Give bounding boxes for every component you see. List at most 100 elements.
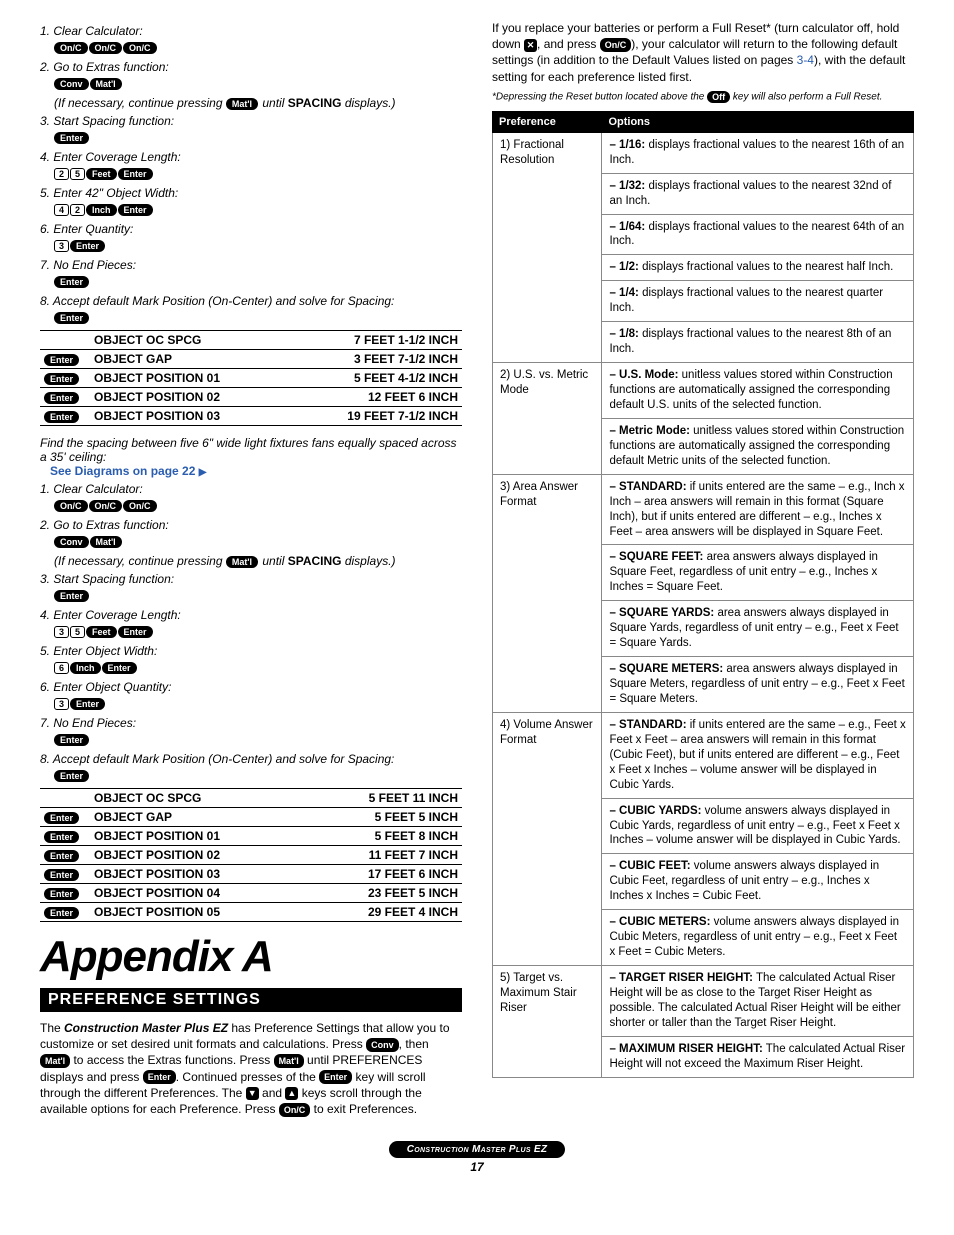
result-label: OBJECT POSITION 02	[90, 846, 305, 865]
pref-option-cell: – 1/16: displays fractional values to th…	[602, 132, 914, 173]
key-icon: Feet	[86, 626, 117, 638]
result-label: OBJECT POSITION 02	[90, 388, 287, 407]
left-column: 1. Clear Calculator:On/COn/COn/C2. Go to…	[40, 20, 462, 1125]
step-keys: Enter	[54, 274, 462, 288]
key-icon: 3	[54, 698, 69, 710]
result-label: OBJECT OC SPCG	[90, 789, 305, 808]
right-column: If you replace your batteries or perform…	[492, 20, 914, 1125]
off-key-icon: Off	[707, 91, 730, 103]
key-icon: Enter	[102, 662, 137, 674]
table-row: EnterOBJECT POSITION 0529 FEET 4 INCH	[40, 903, 462, 922]
pref-option-cell: – MAXIMUM RISER HEIGHT: The calculated A…	[602, 1036, 914, 1077]
table-row: EnterOBJECT POSITION 0211 FEET 7 INCH	[40, 846, 462, 865]
pref-name-cell: 2) U.S. vs. Metric Mode	[493, 363, 602, 475]
key-icon: Enter	[70, 240, 105, 252]
appendix-title: Appendix A	[40, 932, 462, 982]
key-icon: On/C	[89, 42, 123, 54]
step-keys: 35FeetEnter	[54, 624, 462, 638]
step-keys: 42InchEnter	[54, 202, 462, 216]
table-row: EnterOBJECT POSITION 0423 FEET 5 INCH	[40, 884, 462, 903]
step-keys: Enter	[54, 588, 462, 602]
result-value: 5 FEET 4-1/2 INCH	[287, 369, 462, 388]
key-icon: 3	[54, 240, 69, 252]
enter-key-icon: Enter	[143, 1070, 176, 1084]
reset-intro-para: If you replace your batteries or perform…	[492, 20, 914, 85]
pages-link[interactable]: 3-4	[797, 53, 814, 67]
pref-option-cell: – 1/2: displays fractional values to the…	[602, 255, 914, 281]
key-icon: Enter	[54, 734, 89, 746]
result-value: 17 FEET 6 INCH	[305, 865, 462, 884]
table-row: EnterOBJECT POSITION 0212 FEET 6 INCH	[40, 388, 462, 407]
result-value: 7 FEET 1-1/2 INCH	[287, 331, 462, 350]
onc-key-icon: On/C	[279, 1103, 311, 1117]
result-label: OBJECT POSITION 04	[90, 884, 305, 903]
key-icon: Mat'l	[90, 78, 122, 90]
step-item: 8. Accept default Mark Position (On-Cent…	[40, 752, 462, 766]
key-icon: 2	[70, 204, 85, 216]
table-row: 1) Fractional Resolution– 1/16: displays…	[493, 132, 914, 173]
key-icon: 3	[54, 626, 69, 638]
table-row: EnterOBJECT POSITION 015 FEET 8 INCH	[40, 827, 462, 846]
step-item: 2. Go to Extras function:	[40, 60, 462, 74]
pref-option-cell: – SQUARE FEET: area answers always displ…	[602, 545, 914, 601]
pref-option-cell: – CUBIC FEET: volume answers always disp…	[602, 854, 914, 910]
preference-settings-header: PREFERENCE SETTINGS	[40, 988, 462, 1012]
step-item: 6. Enter Object Quantity:	[40, 680, 462, 694]
table-row: EnterOBJECT POSITION 0317 FEET 6 INCH	[40, 865, 462, 884]
pref-option-cell: – TARGET RISER HEIGHT: The calculated Ac…	[602, 966, 914, 1037]
key-icon: 2	[54, 168, 69, 180]
footer-page-number: 17	[40, 1160, 914, 1174]
chevron-right-icon: ▶	[199, 467, 207, 478]
key-icon: Enter	[118, 204, 153, 216]
pref-option-cell: – STANDARD: if units entered are the sam…	[602, 474, 914, 545]
key-icon: Mat'l	[226, 556, 258, 568]
steps-b-list: 1. Clear Calculator:On/COn/COn/C2. Go to…	[40, 482, 462, 782]
pref-option-cell: – 1/8: displays fractional values to the…	[602, 322, 914, 363]
table-row: 4) Volume Answer Format– STANDARD: if un…	[493, 712, 914, 798]
step-note: (If necessary, continue pressing Mat'l u…	[54, 96, 462, 110]
pref-option-cell: – SQUARE YARDS: area answers always disp…	[602, 601, 914, 657]
step-keys: On/COn/COn/C	[54, 498, 462, 512]
result-label: OBJECT POSITION 01	[90, 827, 305, 846]
table-row: EnterOBJECT POSITION 0319 FEET 7-1/2 INC…	[40, 407, 462, 426]
conv-key-icon: Conv	[366, 1038, 399, 1052]
pref-option-cell: – STANDARD: if units entered are the sam…	[602, 712, 914, 798]
pref-option-cell: – CUBIC YARDS: volume answers always dis…	[602, 798, 914, 854]
key-icon: 6	[54, 662, 69, 674]
step-keys: On/COn/COn/C	[54, 40, 462, 54]
key-icon: Enter	[54, 770, 89, 782]
x-key-icon: ✕	[524, 39, 537, 52]
key-icon: Conv	[54, 78, 89, 90]
enter-key-icon: Enter	[44, 888, 79, 900]
table-row: EnterOBJECT POSITION 015 FEET 4-1/2 INCH	[40, 369, 462, 388]
key-icon: 5	[70, 626, 85, 638]
step-item: 1. Clear Calculator:	[40, 482, 462, 496]
table-row: OBJECT OC SPCG7 FEET 1-1/2 INCH	[40, 331, 462, 350]
key-icon: Enter	[118, 626, 153, 638]
result-value: 3 FEET 7-1/2 INCH	[287, 350, 462, 369]
enter-key-icon: Enter	[44, 373, 79, 385]
result-label: OBJECT POSITION 03	[90, 865, 305, 884]
footer-title: Construction Master Plus EZ	[389, 1141, 566, 1158]
see-diagrams-link[interactable]: See Diagrams on page 22 ▶	[50, 464, 462, 478]
result-label: OBJECT GAP	[90, 808, 305, 827]
preferences-table: Preference Options 1) Fractional Resolut…	[492, 111, 914, 1078]
step-item: 4. Enter Coverage Length:	[40, 150, 462, 164]
key-icon: On/C	[123, 500, 157, 512]
step-item: 7. No End Pieces:	[40, 258, 462, 272]
step-item: 3. Start Spacing function:	[40, 114, 462, 128]
enter-key-icon: Enter	[44, 907, 79, 919]
key-icon: Mat'l	[226, 98, 258, 110]
enter-key-icon: Enter	[44, 850, 79, 862]
pref-name-cell: 3) Area Answer Format	[493, 474, 602, 712]
enter-key-icon: Enter	[44, 812, 79, 824]
pref-option-cell: – SQUARE METERS: area answers always dis…	[602, 657, 914, 713]
result-value: 19 FEET 7-1/2 INCH	[287, 407, 462, 426]
step-keys: Enter	[54, 732, 462, 746]
enter-key-icon: Enter	[44, 411, 79, 423]
up-arrow-icon: ▲	[285, 1087, 298, 1100]
pref-option-cell: – CUBIC METERS: volume answers always di…	[602, 910, 914, 966]
step-keys: ConvMat'l	[54, 76, 462, 90]
result-value: 5 FEET 5 INCH	[305, 808, 462, 827]
key-icon: Enter	[54, 312, 89, 324]
